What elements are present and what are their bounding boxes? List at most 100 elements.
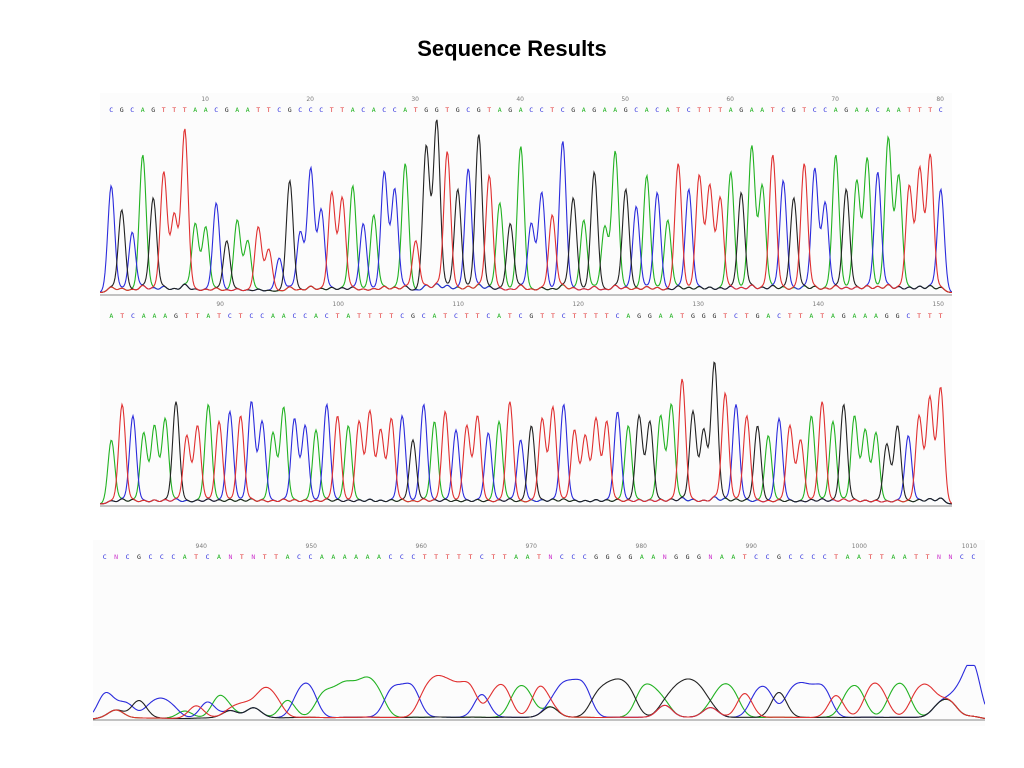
base-call: T <box>508 312 512 320</box>
base-call: N <box>548 553 552 561</box>
base-call: A <box>603 106 607 114</box>
base-call: A <box>366 553 370 561</box>
base-call: T <box>267 106 271 114</box>
base-call: C <box>309 106 313 114</box>
base-call: A <box>286 553 290 561</box>
trace-T <box>93 674 985 720</box>
base-call: T <box>868 553 872 561</box>
base-call: T <box>820 312 824 320</box>
base-call: C <box>754 553 758 561</box>
base-call: T <box>928 312 932 320</box>
base-call: N <box>948 553 952 561</box>
base-call: C <box>971 553 975 561</box>
base-call: G <box>137 553 141 561</box>
base-call: A <box>766 312 770 320</box>
base-call: G <box>842 312 846 320</box>
base-call: C <box>560 553 564 561</box>
base-call: A <box>320 553 324 561</box>
base-call: T <box>676 106 680 114</box>
base-call: A <box>153 312 157 320</box>
base-call: A <box>669 312 673 320</box>
base-call: G <box>617 553 621 561</box>
base-call: C <box>382 106 386 114</box>
base-call: C <box>777 312 781 320</box>
base-call: G <box>456 106 460 114</box>
base-call: C <box>400 553 404 561</box>
position-label: 60 <box>726 96 734 103</box>
base-call: C <box>616 312 620 320</box>
base-call: A <box>729 106 733 114</box>
base-call: N <box>251 553 255 561</box>
base-call: T <box>914 553 918 561</box>
base-call: A <box>204 106 208 114</box>
base-call: C <box>298 106 302 114</box>
base-call: A <box>346 312 350 320</box>
base-call: T <box>605 312 609 320</box>
base-call: T <box>240 553 244 561</box>
base-call: A <box>526 553 530 561</box>
base-call: C <box>734 312 738 320</box>
base-call: A <box>498 106 502 114</box>
position-label: 940 <box>196 543 208 550</box>
base-call: C <box>148 553 152 561</box>
base-call: T <box>745 312 749 320</box>
base-call: C <box>687 106 691 114</box>
base-call: C <box>228 312 232 320</box>
base-call: T <box>172 106 176 114</box>
base-call: A <box>403 106 407 114</box>
base-call: G <box>288 106 292 114</box>
base-call: A <box>613 106 617 114</box>
panel-background <box>93 540 985 726</box>
base-call: C <box>529 106 533 114</box>
base-call: A <box>141 106 145 114</box>
base-call: G <box>174 312 178 320</box>
slide-title: Sequence Results <box>417 36 607 61</box>
base-call: A <box>865 106 869 114</box>
base-call: C <box>131 312 135 320</box>
base-call: A <box>874 312 878 320</box>
base-call: C <box>160 553 164 561</box>
base-call: G <box>702 312 706 320</box>
base-call: T <box>799 312 803 320</box>
base-call: A <box>855 106 859 114</box>
base-call: A <box>331 553 335 561</box>
base-call: G <box>777 553 781 561</box>
base-call: T <box>491 553 495 561</box>
base-call: C <box>361 106 365 114</box>
base-call: G <box>424 106 428 114</box>
base-call: T <box>550 106 554 114</box>
base-call: C <box>486 312 490 320</box>
base-call: T <box>185 312 189 320</box>
base-call: A <box>886 106 890 114</box>
position-label: 30 <box>411 96 419 103</box>
base-call: C <box>960 553 964 561</box>
base-call: T <box>196 312 200 320</box>
base-call: T <box>263 553 267 561</box>
base-call: A <box>831 312 835 320</box>
position-label: 10 <box>201 96 209 103</box>
base-call: C <box>388 553 392 561</box>
base-call: T <box>468 553 472 561</box>
base-call: T <box>457 553 461 561</box>
base-call: G <box>477 106 481 114</box>
base-call: A <box>760 106 764 114</box>
base-call: C <box>876 106 880 114</box>
position-label: 100 <box>333 301 345 308</box>
base-call: T <box>907 106 911 114</box>
position-label: 50 <box>621 96 629 103</box>
base-call: A <box>193 106 197 114</box>
base-call: A <box>282 312 286 320</box>
base-call: T <box>423 553 427 561</box>
base-call: A <box>863 312 867 320</box>
position-label: 970 <box>526 543 538 550</box>
base-call: A <box>433 312 437 320</box>
base-call: G <box>435 106 439 114</box>
base-call: C <box>422 312 426 320</box>
base-call: C <box>103 553 107 561</box>
base-call: G <box>606 553 610 561</box>
base-call: A <box>645 106 649 114</box>
trace-T <box>100 128 952 293</box>
base-call: T <box>120 312 124 320</box>
base-call: C <box>319 106 323 114</box>
base-call: C <box>411 553 415 561</box>
